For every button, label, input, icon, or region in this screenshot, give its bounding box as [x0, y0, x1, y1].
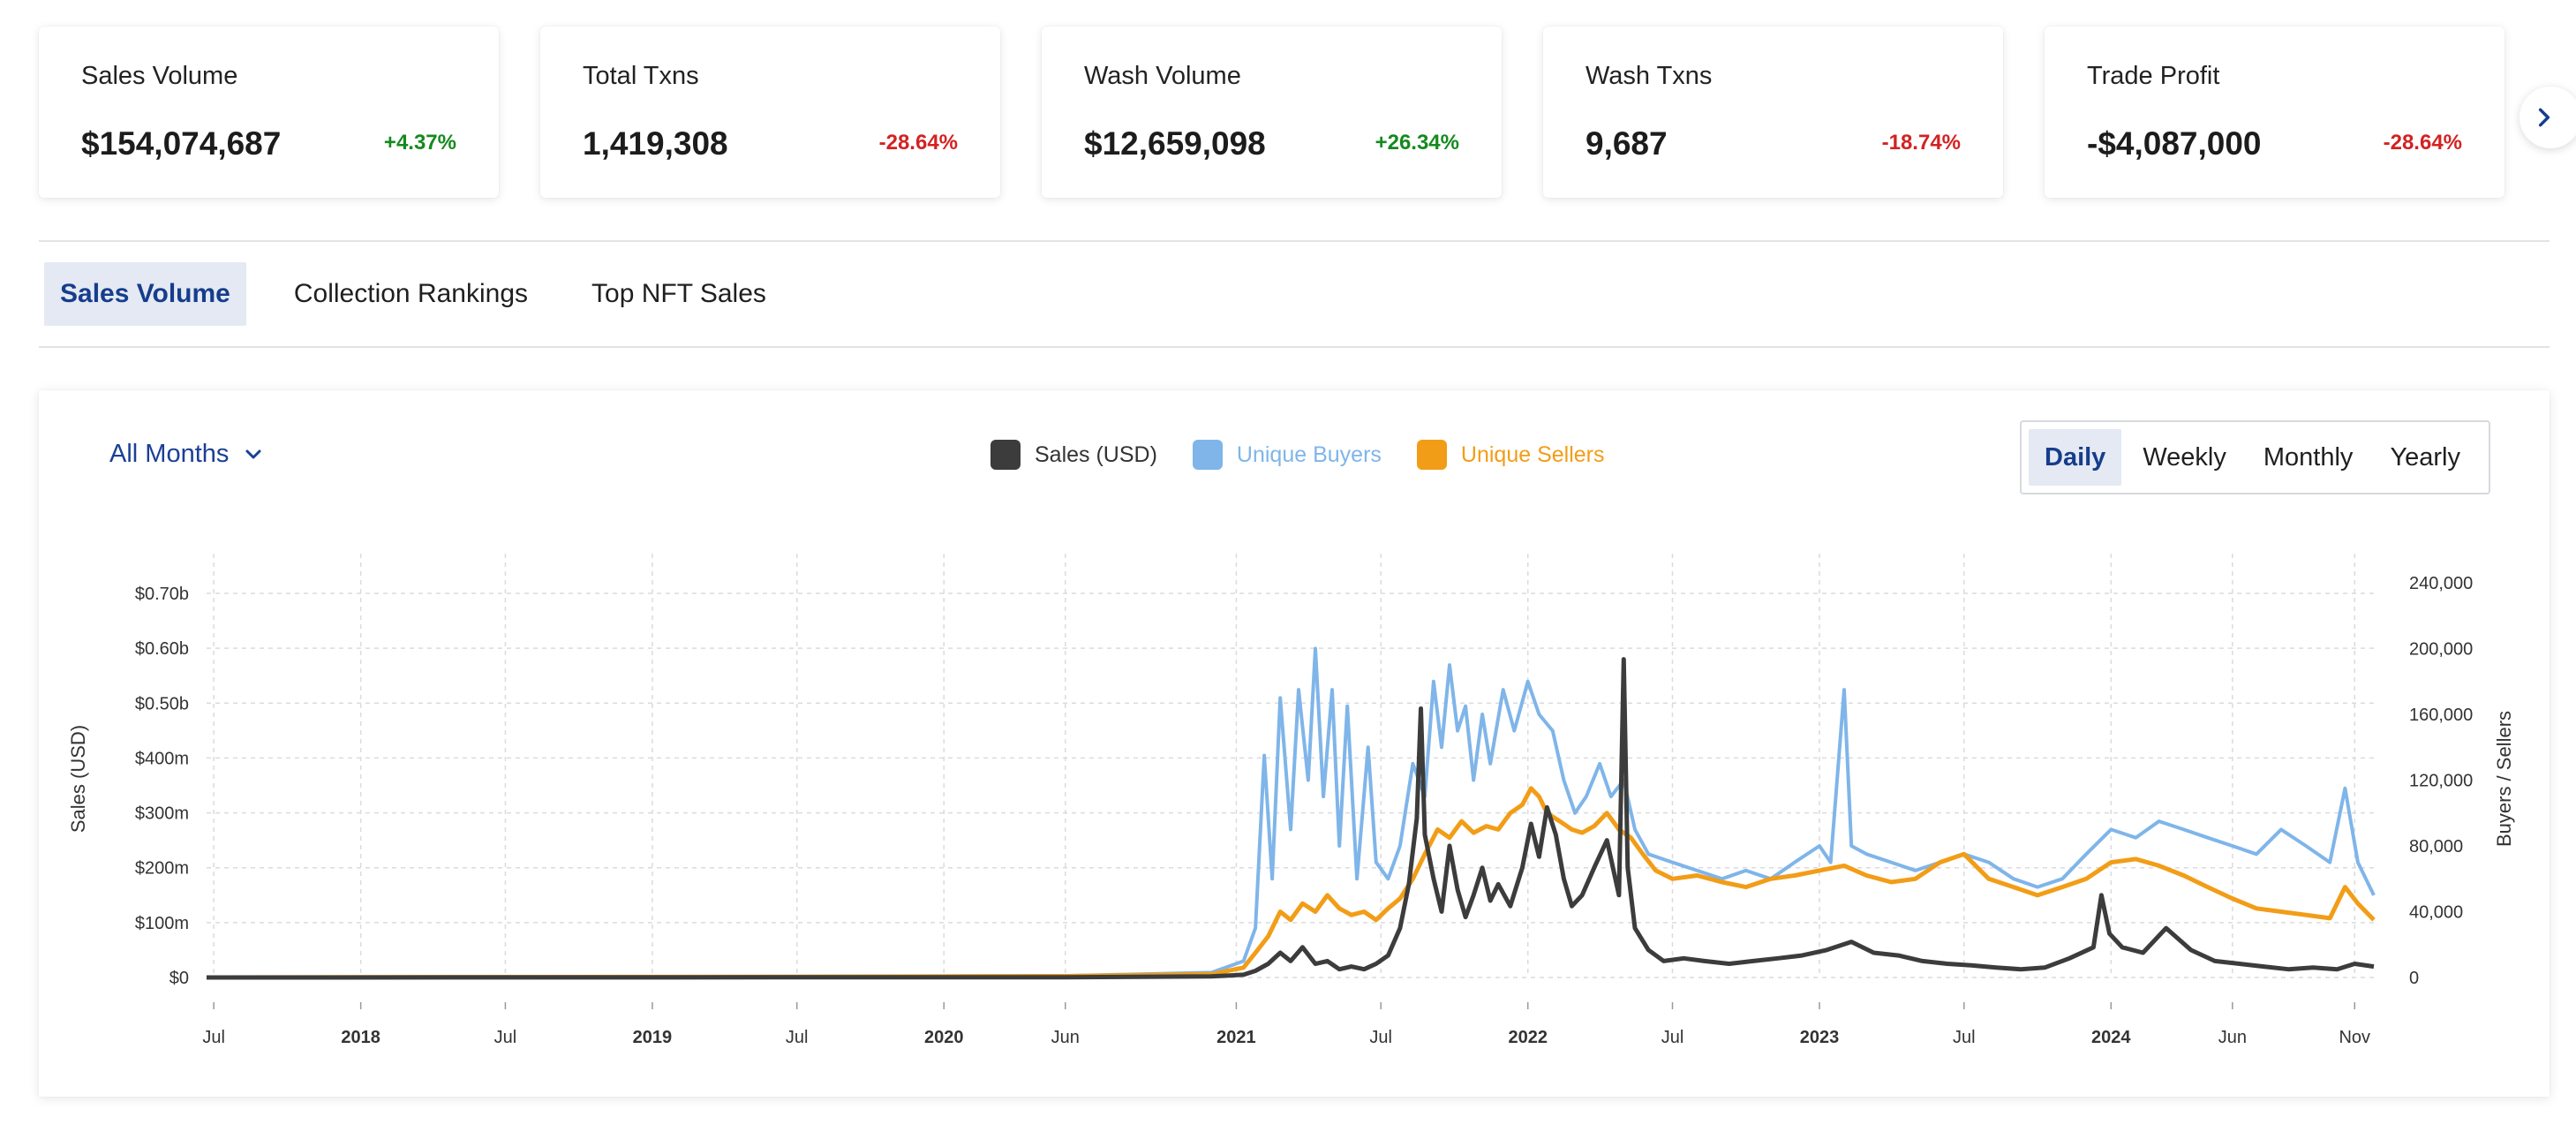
x-tick-label: Nov — [2339, 1028, 2370, 1047]
stat-value: $12,659,098 — [1084, 125, 1266, 162]
x-tick-label: 2020 — [924, 1028, 964, 1047]
divider — [39, 240, 2550, 242]
legend-item-sellers[interactable]: Unique Sellers — [1416, 440, 1605, 470]
stat-change: +26.34% — [1375, 131, 1459, 155]
stats-row: Sales Volume $154,074,687 +4.37% Total T… — [39, 26, 2576, 200]
y-left-tick-label: $300m — [135, 804, 189, 824]
legend-item-buyers[interactable]: Unique Buyers — [1192, 440, 1382, 470]
month-filter-dropdown[interactable]: All Months — [109, 440, 264, 469]
x-tick-label: Jul — [1661, 1028, 1684, 1047]
y-right-tick-label: 80,000 — [2409, 837, 2463, 857]
x-tick-label: 2023 — [1800, 1028, 1840, 1047]
y-right-tick-label: 0 — [2409, 969, 2419, 988]
x-tick-label: Jul — [202, 1028, 225, 1047]
legend-label: Unique Buyers — [1236, 441, 1382, 467]
series-line-unique-buyers — [206, 646, 2376, 979]
y-right-tick-label: 240,000 — [2409, 574, 2473, 593]
period-toggle: Daily Weekly Monthly Yearly — [2020, 420, 2490, 494]
stat-label: Trade Profit — [2087, 62, 2220, 90]
x-tick-label: 2022 — [1508, 1028, 1548, 1047]
month-filter-label: All Months — [109, 440, 230, 468]
divider — [39, 346, 2550, 348]
stat-change: -18.74% — [1881, 131, 1961, 155]
y-left-tick-label: $0.60b — [135, 639, 189, 659]
x-tick-label: Jun — [2218, 1028, 2247, 1047]
legend-swatch — [990, 440, 1021, 470]
y-right-tick-label: 200,000 — [2409, 640, 2473, 660]
x-tick-label: Jul — [1369, 1028, 1392, 1047]
stat-change: +4.37% — [383, 131, 456, 155]
x-tick-label: Jul — [786, 1028, 809, 1047]
x-tick-label: 2021 — [1216, 1028, 1256, 1047]
stat-value: -$4,087,000 — [2087, 125, 2262, 162]
tab-bar: Sales Volume Collection Rankings Top NFT… — [44, 262, 814, 326]
legend-label: Sales (USD) — [1035, 441, 1157, 467]
chevron-right-icon — [2538, 108, 2550, 127]
y-right-axis-title: Buyers / Sellers — [2493, 711, 2515, 847]
stat-value: $154,074,687 — [81, 125, 282, 162]
stat-value: 1,419,308 — [583, 125, 728, 162]
y-left-tick-label: $200m — [135, 859, 189, 879]
period-weekly[interactable]: Weekly — [2143, 442, 2226, 472]
chart-legend: Sales (USD) Unique Buyers Unique Sellers — [990, 440, 1640, 470]
period-monthly[interactable]: Monthly — [2263, 442, 2354, 472]
y-right-tick-label: 120,000 — [2409, 772, 2473, 791]
period-daily[interactable]: Daily — [2029, 429, 2122, 486]
legend-swatch — [1416, 440, 1447, 470]
x-tick-label: 2024 — [2091, 1028, 2131, 1047]
x-tick-label: Jul — [494, 1028, 517, 1047]
stat-card-sales-volume: Sales Volume $154,074,687 +4.37% — [39, 26, 499, 198]
legend-swatch — [1192, 440, 1223, 470]
sales-chart: $0 $100m $200m $300m $400m $0.50b $0.60b $0.70b… — [67, 554, 2515, 1047]
y-left-axis-title: Sales (USD) — [67, 725, 89, 833]
stat-change: -28.64% — [2383, 131, 2462, 155]
x-tick-label: 2019 — [633, 1028, 673, 1047]
chevron-down-icon — [245, 449, 261, 458]
y-left-tick-label: $400m — [135, 749, 189, 768]
series-line-unique-sellers — [206, 786, 2376, 980]
stat-label: Wash Volume — [1084, 62, 1241, 90]
stat-label: Total Txns — [583, 62, 699, 90]
y-right-tick-label: 40,000 — [2409, 903, 2463, 923]
legend-item-sales[interactable]: Sales (USD) — [990, 440, 1157, 470]
x-tick-label: Jun — [1051, 1028, 1080, 1047]
y-right-tick-label: 160,000 — [2409, 706, 2473, 725]
y-left-tick-label: $0.50b — [135, 694, 189, 713]
stat-card-total-txns: Total Txns 1,419,308 -28.64% — [540, 26, 1000, 198]
tab-sales-volume[interactable]: Sales Volume — [44, 262, 246, 326]
legend-label: Unique Sellers — [1460, 441, 1605, 467]
chart-panel: All Months Sales (USD) Unique Buyers Uni… — [39, 390, 2550, 1097]
stat-value: 9,687 — [1586, 125, 1668, 162]
series-line-sales — [206, 657, 2375, 980]
stat-label: Wash Txns — [1586, 62, 1713, 90]
tab-top-nft-sales[interactable]: Top NFT Sales — [591, 279, 766, 308]
stat-change: -28.64% — [878, 131, 958, 155]
stat-label: Sales Volume — [81, 62, 238, 90]
y-left-tick-label: $0.70b — [135, 585, 189, 604]
y-left-tick-label: $100m — [135, 914, 189, 933]
tab-collection-rankings[interactable]: Collection Rankings — [293, 279, 529, 308]
stat-card-trade-profit: Trade Profit -$4,087,000 -28.64% — [2045, 26, 2504, 198]
period-yearly[interactable]: Yearly — [2390, 442, 2460, 472]
x-tick-label: 2018 — [341, 1028, 380, 1047]
x-tick-label: Jul — [1953, 1028, 1976, 1047]
stats-next-button[interactable] — [2520, 87, 2576, 148]
y-left-tick-label: $0 — [169, 969, 189, 988]
stat-card-wash-txns: Wash Txns 9,687 -18.74% — [1543, 26, 2003, 198]
stat-card-wash-volume: Wash Volume $12,659,098 +26.34% — [1042, 26, 1502, 198]
